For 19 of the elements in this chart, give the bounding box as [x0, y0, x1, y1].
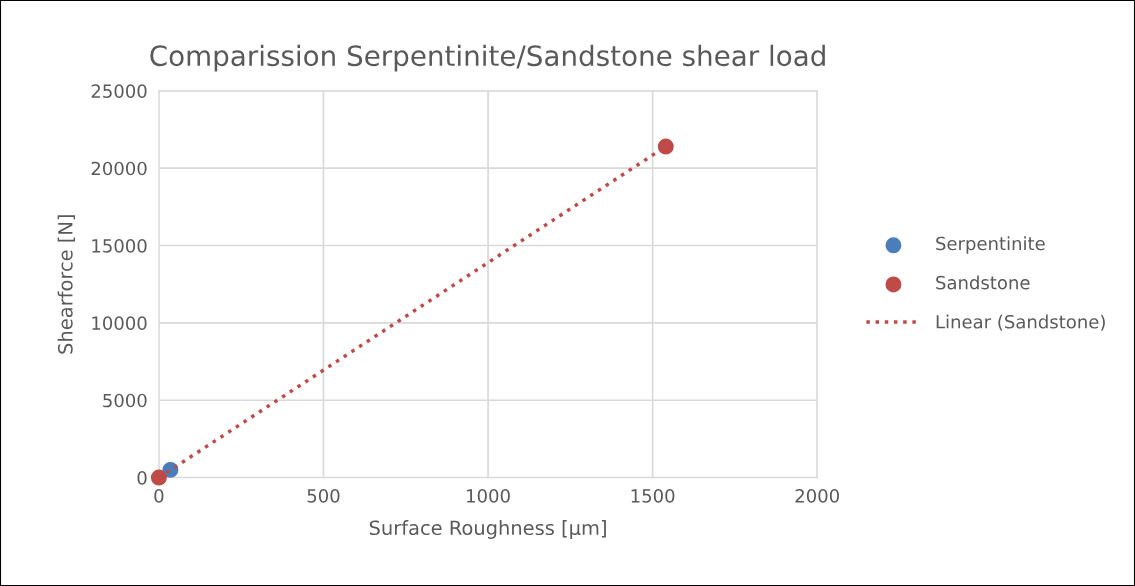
legend-label: Serpentinite: [936, 236, 1045, 254]
x-tick-label: 0: [154, 489, 164, 503]
point: [150, 469, 167, 486]
y-tick-label: 25000: [91, 84, 147, 98]
y-tick-label: 15000: [92, 238, 147, 253]
legend-label: Sandstone: [936, 275, 1030, 290]
x-tick-label: 1500: [631, 489, 675, 503]
y-axis-title: Shearforce [N]: [57, 215, 75, 354]
x-axis-title: Surface Roughness [µm]: [369, 520, 606, 539]
x-tick-label: 1000: [467, 489, 510, 503]
x-tick-label: 500: [307, 489, 340, 503]
y-tick-label: 20000: [91, 161, 147, 176]
point: [657, 138, 674, 155]
x-tick-label: 2000: [795, 489, 839, 503]
y-tick-label: 10000: [92, 316, 147, 330]
legend-label: Linear (Sandstone): [936, 314, 1105, 331]
chart-title: Comparission Serpentinite/Sandstone shear load: [150, 44, 825, 72]
y-tick-label: 5000: [103, 393, 147, 408]
y-tick-label: 0: [137, 471, 147, 485]
